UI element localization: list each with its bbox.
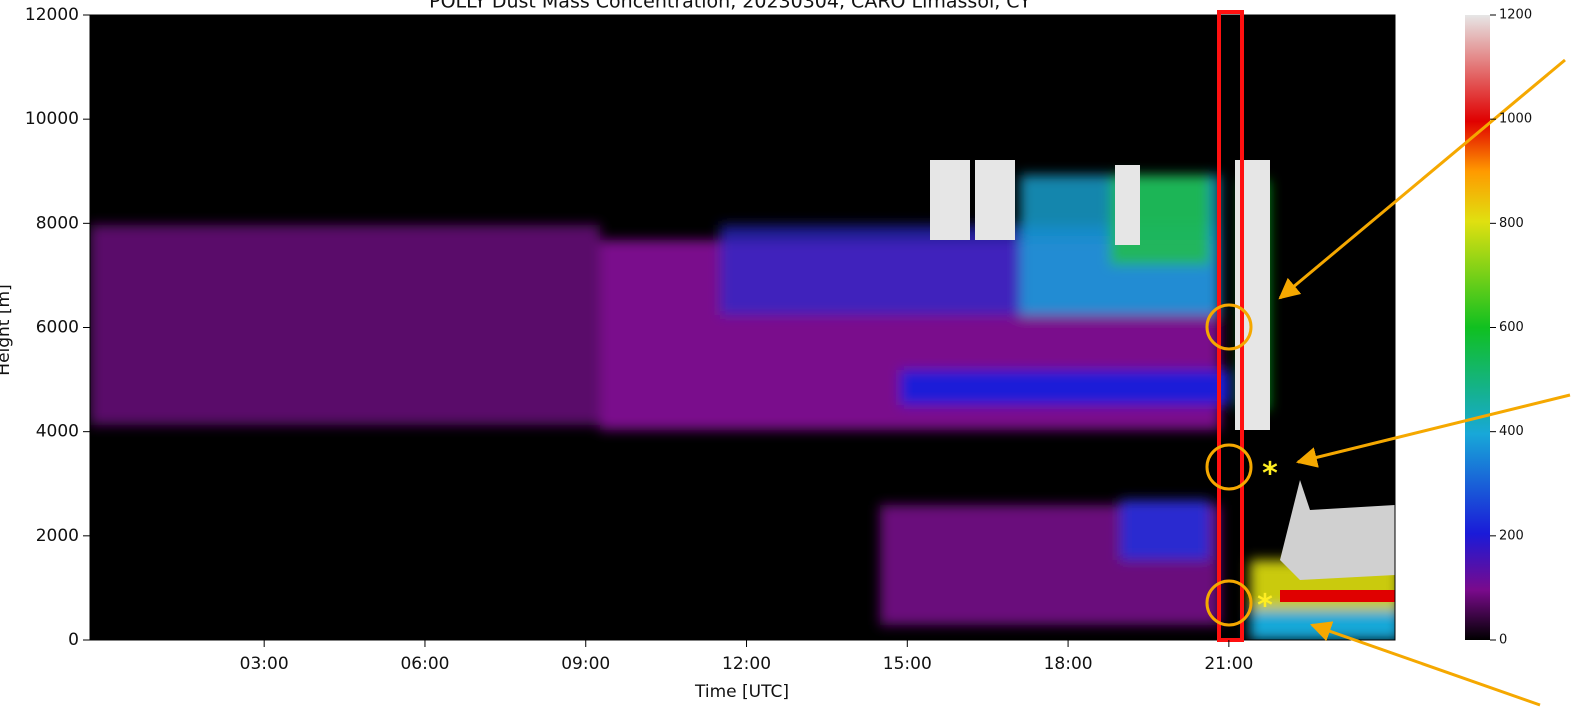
colorbar-tick-label: 0 (1499, 633, 1507, 648)
x-tick-label: 12:00 (722, 654, 771, 674)
asterisk: * (1262, 457, 1278, 492)
colorbar-tick-label: 200 (1499, 528, 1524, 543)
chart-title: POLLY Dust Mass Concentration, 20230304,… (429, 0, 1031, 13)
x-tick-label: 09:00 (561, 654, 610, 674)
colorbar (1465, 15, 1490, 640)
y-tick-label: 0 (68, 630, 79, 650)
highlight-box (1217, 10, 1244, 642)
circle-marker (1205, 303, 1253, 351)
x-tick-label: 03:00 (240, 654, 289, 674)
circle-marker (1205, 579, 1253, 627)
y-tick-label: 8000 (36, 213, 79, 233)
x-tick-label: 21:00 (1204, 654, 1253, 674)
y-tick-label: 2000 (36, 526, 79, 546)
arrow (1295, 393, 1571, 468)
colorbar-tick-label: 600 (1499, 320, 1524, 335)
circle-marker (1205, 443, 1253, 491)
x-tick-label: 06:00 (400, 654, 449, 674)
x-axis-label: Time [UTC] (694, 682, 789, 702)
heatmap (90, 15, 1395, 640)
asterisk: * (1257, 589, 1273, 624)
y-tick-label: 10000 (25, 109, 79, 129)
x-tick-label: 18:00 (1044, 654, 1093, 674)
colorbar-tick-label: 800 (1499, 216, 1524, 231)
y-tick-label: 12000 (25, 5, 79, 25)
x-tick-label: 15:00 (883, 654, 932, 674)
y-tick-label: 4000 (36, 422, 79, 442)
arrow (1278, 58, 1566, 300)
colorbar-tick-label: 1200 (1499, 8, 1532, 23)
y-tick-label: 6000 (36, 318, 79, 338)
colorbar-tick-label: 400 (1499, 424, 1524, 439)
arrow (1310, 621, 1541, 707)
y-axis-label: Height [m] (0, 284, 14, 375)
colorbar-tick-label: 1000 (1499, 112, 1532, 127)
